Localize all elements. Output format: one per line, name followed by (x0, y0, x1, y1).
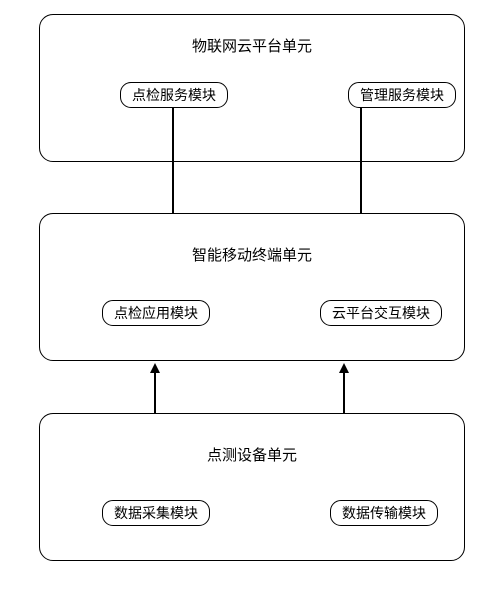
inspection-app-label: 点检应用模块 (114, 303, 198, 323)
mobile-terminal-title: 智能移动终端单元 (40, 244, 464, 265)
measurement-unit: 点测设备单元 数据采集模块 数据传输模块 (39, 413, 465, 561)
management-service-module: 管理服务模块 (348, 82, 456, 108)
cloud-interaction-module: 云平台交互模块 (320, 300, 442, 326)
mobile-terminal-unit: 智能移动终端单元 点检应用模块 云平台交互模块 (39, 213, 465, 361)
measurement-unit-title: 点测设备单元 (40, 444, 464, 465)
inspection-app-module: 点检应用模块 (102, 300, 210, 326)
cloud-platform-title: 物联网云平台单元 (40, 35, 464, 56)
inspection-service-module: 点检服务模块 (120, 82, 228, 108)
inspection-service-label: 点检服务模块 (132, 85, 216, 105)
connector-line (360, 108, 362, 213)
data-transmission-module: 数据传输模块 (330, 500, 438, 526)
cloud-interaction-label: 云平台交互模块 (332, 303, 430, 323)
connector-line (154, 372, 156, 413)
data-collection-module: 数据采集模块 (102, 500, 210, 526)
cloud-platform-unit: 物联网云平台单元 点检服务模块 管理服务模块 (39, 14, 465, 162)
data-collection-label: 数据采集模块 (114, 503, 198, 523)
connector-line (343, 372, 345, 413)
arrow-up-icon (150, 363, 160, 373)
arrow-up-icon (339, 363, 349, 373)
data-transmission-label: 数据传输模块 (342, 503, 426, 523)
connector-line (172, 108, 174, 213)
management-service-label: 管理服务模块 (360, 85, 444, 105)
